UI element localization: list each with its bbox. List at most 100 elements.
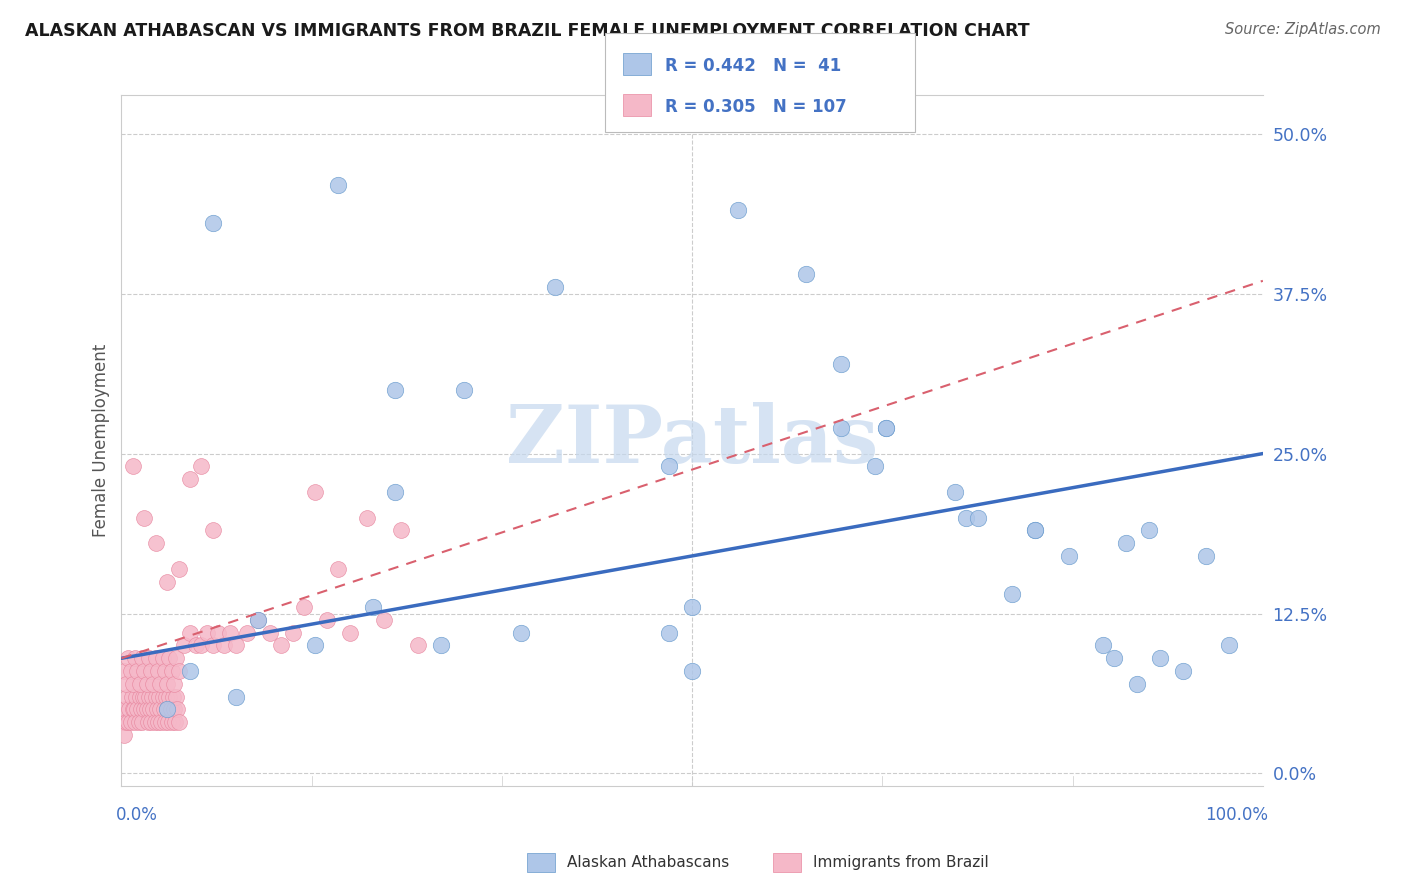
- Point: [156, 677, 179, 691]
- Point: [129, 702, 152, 716]
- Point: [121, 690, 143, 704]
- Text: Alaskan Athabascans: Alaskan Athabascans: [567, 855, 728, 870]
- Point: [118, 702, 141, 716]
- Point: [328, 562, 350, 576]
- Point: [236, 625, 259, 640]
- Point: [179, 664, 201, 678]
- Point: [115, 715, 138, 730]
- Point: [304, 639, 326, 653]
- Point: [152, 651, 174, 665]
- Point: [159, 702, 181, 716]
- Point: [794, 268, 817, 282]
- Point: [184, 639, 207, 653]
- Point: [292, 600, 315, 615]
- Point: [1057, 549, 1080, 563]
- Point: [155, 690, 177, 704]
- Point: [190, 459, 212, 474]
- Point: [114, 702, 136, 716]
- Text: Immigrants from Brazil: Immigrants from Brazil: [813, 855, 988, 870]
- Point: [146, 702, 169, 716]
- Point: [453, 383, 475, 397]
- Point: [1171, 664, 1194, 678]
- Point: [1104, 651, 1126, 665]
- Point: [146, 715, 169, 730]
- Point: [863, 459, 886, 474]
- Point: [247, 613, 270, 627]
- Point: [141, 690, 163, 704]
- Point: [152, 690, 174, 704]
- Point: [201, 524, 224, 538]
- Point: [121, 459, 143, 474]
- Point: [681, 600, 703, 615]
- Point: [143, 715, 166, 730]
- Point: [145, 651, 167, 665]
- Point: [131, 715, 153, 730]
- Text: ALASKAN ATHABASCAN VS IMMIGRANTS FROM BRAZIL FEMALE UNEMPLOYMENT CORRELATION CHA: ALASKAN ATHABASCAN VS IMMIGRANTS FROM BR…: [25, 22, 1031, 40]
- Point: [304, 485, 326, 500]
- Point: [1092, 639, 1115, 653]
- Point: [146, 664, 169, 678]
- Point: [430, 639, 453, 653]
- Point: [1115, 536, 1137, 550]
- Point: [149, 677, 172, 691]
- Point: [1024, 524, 1046, 538]
- Point: [160, 664, 183, 678]
- Point: [120, 664, 142, 678]
- Point: [830, 357, 852, 371]
- Point: [218, 625, 240, 640]
- Point: [727, 203, 749, 218]
- Point: [195, 625, 218, 640]
- Point: [179, 472, 201, 486]
- Point: [201, 639, 224, 653]
- Point: [149, 702, 172, 716]
- Point: [138, 651, 160, 665]
- Point: [225, 639, 247, 653]
- Point: [153, 664, 176, 678]
- Point: [167, 562, 190, 576]
- Point: [1195, 549, 1218, 563]
- Point: [281, 625, 304, 640]
- Point: [328, 178, 350, 192]
- Point: [124, 715, 146, 730]
- Point: [156, 702, 179, 716]
- Point: [121, 677, 143, 691]
- Point: [212, 639, 235, 653]
- Point: [955, 510, 977, 524]
- Point: [510, 625, 533, 640]
- Point: [339, 625, 361, 640]
- Point: [361, 600, 384, 615]
- Text: ZIPatlas: ZIPatlas: [506, 401, 879, 480]
- Point: [406, 639, 429, 653]
- Point: [135, 702, 157, 716]
- Point: [163, 677, 186, 691]
- Point: [162, 690, 184, 704]
- Point: [145, 536, 167, 550]
- Point: [111, 715, 134, 730]
- Point: [966, 510, 988, 524]
- Point: [124, 651, 146, 665]
- Point: [150, 715, 173, 730]
- Point: [225, 690, 247, 704]
- Point: [384, 383, 406, 397]
- Point: [830, 421, 852, 435]
- Text: R = 0.442   N =  41: R = 0.442 N = 41: [665, 57, 841, 75]
- Point: [156, 574, 179, 589]
- Point: [356, 510, 378, 524]
- Point: [139, 702, 162, 716]
- Point: [127, 702, 149, 716]
- Point: [1149, 651, 1171, 665]
- Point: [128, 715, 150, 730]
- Point: [173, 639, 195, 653]
- Point: [134, 510, 156, 524]
- Point: [163, 702, 186, 716]
- Point: [1126, 677, 1149, 691]
- Point: [373, 613, 395, 627]
- Point: [142, 677, 165, 691]
- Point: [152, 702, 174, 716]
- Text: 100.0%: 100.0%: [1205, 805, 1268, 823]
- Point: [384, 485, 406, 500]
- Point: [160, 715, 183, 730]
- Point: [190, 639, 212, 653]
- Point: [134, 702, 156, 716]
- Point: [1001, 587, 1024, 601]
